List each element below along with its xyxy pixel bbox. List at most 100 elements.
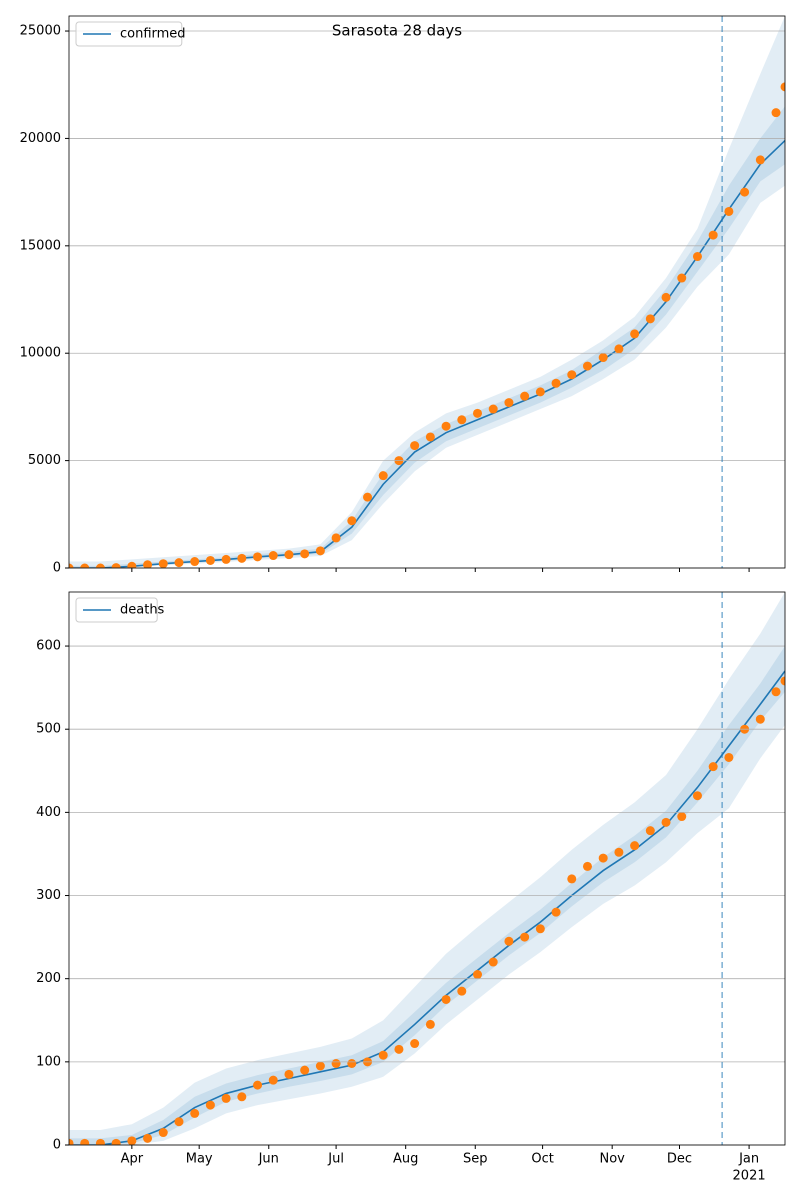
observed-dot	[253, 1080, 263, 1090]
observed-dot	[535, 924, 545, 934]
legend-label: deaths	[120, 603, 165, 618]
x-year-label: 2021	[733, 1169, 766, 1184]
observed-dot	[488, 404, 498, 414]
observed-dot	[80, 563, 90, 568]
observed-dot	[95, 1138, 105, 1145]
observed-dot	[284, 550, 294, 560]
y-tick-label: 500	[36, 722, 61, 737]
x-tick-label: Apr	[121, 1152, 144, 1167]
x-tick-label: Jun	[258, 1152, 279, 1167]
observed-dot	[111, 1138, 121, 1145]
observed-dot	[205, 555, 215, 565]
observed-dot	[677, 812, 687, 822]
observed-dot	[780, 82, 785, 92]
legend: confirmed	[75, 21, 186, 47]
legend-box	[75, 21, 183, 47]
y-tick-label: 400	[36, 805, 61, 820]
observed-dot	[174, 1117, 184, 1127]
observed-dot	[441, 994, 451, 1004]
observed-dot	[425, 1019, 435, 1029]
observed-dot	[143, 1133, 153, 1143]
legend: deaths	[75, 597, 165, 623]
observed-dot	[614, 344, 624, 354]
observed-dot	[771, 687, 781, 697]
observed-dot	[410, 441, 420, 451]
band	[69, 592, 785, 1145]
observed-dot	[237, 1092, 247, 1102]
observed-dot	[331, 533, 341, 543]
observed-dot	[724, 206, 734, 216]
observed-dot	[158, 1128, 168, 1138]
observed-dot	[111, 563, 121, 568]
observed-dot	[473, 970, 483, 980]
y-tick-label: 0	[53, 561, 61, 576]
observed-dot	[268, 551, 278, 561]
chart-title: Sarasota 28 days	[332, 22, 462, 40]
observed-dot	[708, 230, 718, 240]
observed-dot	[221, 1093, 231, 1103]
observed-dot	[582, 361, 592, 371]
y-tick-label: 0	[53, 1138, 61, 1153]
x-tick-label: Sep	[463, 1152, 488, 1167]
axes-frame	[68, 15, 786, 569]
observed-dot	[630, 329, 640, 339]
observed-dot	[645, 314, 655, 324]
observed-dot	[300, 1065, 310, 1075]
y-tick-label: 300	[36, 888, 61, 903]
y-tick-label: 10000	[20, 346, 61, 361]
observed-dot	[473, 408, 483, 418]
observed-dot	[692, 252, 702, 262]
x-tick-label: Jan	[738, 1152, 759, 1167]
y-tick-label: 5000	[28, 453, 61, 468]
observed-dot	[127, 561, 137, 568]
observed-dot	[457, 986, 467, 996]
observed-dot	[394, 1044, 404, 1054]
observed-dot	[755, 155, 765, 165]
observed-dot	[520, 932, 530, 942]
observed-dot	[410, 1039, 420, 1049]
observed-dot	[441, 421, 451, 431]
observed-dot	[347, 1059, 357, 1069]
x-tick-label: Nov	[599, 1152, 625, 1167]
band	[69, 106, 785, 568]
observed-dot	[724, 752, 734, 762]
y-tick-label: 25000	[20, 24, 61, 39]
observed-dot	[677, 273, 687, 283]
observed-dot	[692, 791, 702, 801]
observed-dot	[378, 1050, 388, 1060]
observed-dot	[708, 762, 718, 772]
observed-dot	[755, 714, 765, 724]
legend-box	[75, 597, 158, 623]
observed-dot	[300, 549, 310, 559]
axes-frame	[68, 591, 786, 1146]
observed-dot	[567, 370, 577, 380]
x-tick-label: Dec	[667, 1152, 692, 1167]
y-tick-label: 600	[36, 639, 61, 654]
observed-dot	[740, 187, 750, 197]
y-tick-label: 100	[36, 1054, 61, 1069]
observed-dot	[205, 1100, 215, 1110]
observed-dot	[630, 841, 640, 851]
observed-dot	[80, 1138, 90, 1145]
model-line	[69, 670, 785, 1145]
observed-dot	[582, 861, 592, 871]
observed-dot	[378, 471, 388, 481]
observed-dot	[143, 560, 153, 568]
y-tick-label: 15000	[20, 238, 61, 253]
observed-dot	[645, 826, 655, 836]
model-line	[69, 139, 785, 568]
plot-area	[69, 16, 785, 568]
observed-dot	[488, 957, 498, 967]
x-tick-label: Aug	[393, 1152, 418, 1167]
observed-dot	[661, 817, 671, 827]
observed-dot	[174, 558, 184, 568]
observed-dot	[95, 563, 105, 568]
legend-label: confirmed	[120, 27, 186, 42]
x-tick-label: Oct	[531, 1152, 553, 1167]
observed-dot	[363, 492, 373, 502]
observed-dot	[190, 1108, 200, 1118]
observed-dot	[551, 378, 561, 388]
observed-dot	[253, 552, 263, 562]
observed-dot	[69, 1138, 74, 1145]
